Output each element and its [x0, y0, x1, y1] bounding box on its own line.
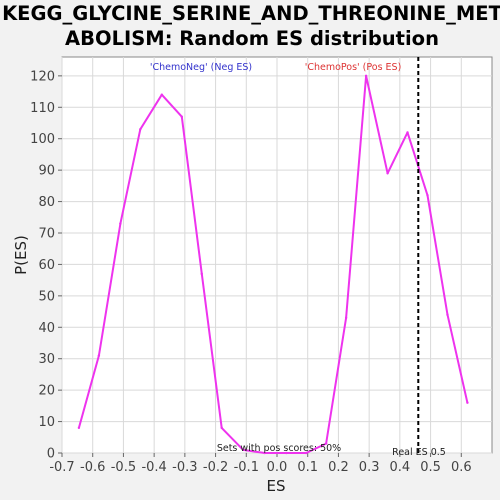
- es-data-point: [446, 313, 449, 316]
- es-distribution-line: [77, 74, 469, 454]
- x-tick-label: 0.3: [359, 460, 380, 475]
- y-tick-label: 10: [38, 415, 55, 430]
- x-tick-label: 0.1: [297, 460, 318, 475]
- es-data-point: [344, 316, 348, 320]
- x-tick-label: -0.5: [111, 460, 136, 475]
- x-tick-label: -0.4: [141, 460, 166, 475]
- es-data-point: [200, 272, 203, 276]
- y-tick-label: 20: [38, 384, 55, 399]
- es-data-point: [242, 448, 245, 452]
- es-data-point: [139, 128, 142, 131]
- y-axis-label: P(ES): [12, 235, 30, 275]
- x-tick-label: 0.0: [267, 460, 288, 475]
- y-tick-label: 120: [30, 69, 55, 84]
- y-tick-label: 100: [30, 132, 55, 147]
- es-data-point: [426, 194, 429, 197]
- y-tick-label: 50: [38, 289, 55, 304]
- x-tick-label: -0.7: [49, 460, 74, 475]
- x-tick-label: 0.2: [328, 460, 349, 475]
- es-data-point: [466, 401, 469, 404]
- chart-title-line-1: KEGG_GLYCINE_SERINE_AND_THREONINE_MET: [2, 2, 500, 25]
- es-data-point: [97, 354, 101, 357]
- es-data-point: [220, 426, 223, 430]
- es-data-point: [406, 131, 409, 134]
- x-tick-label: -0.2: [203, 460, 228, 475]
- es-data-point: [180, 115, 183, 118]
- y-axis-ticks: 0 10 20 30 40 50 60 70 80 90 100 110 120: [30, 69, 62, 462]
- x-axis-ticks: -0.7 -0.6 -0.5 -0.4 -0.3 -0.2 -0.1 0.0 0.1 0.2 0.3…: [49, 453, 472, 475]
- x-tick-label: 0.6: [451, 460, 472, 475]
- y-tick-label: 80: [38, 195, 55, 210]
- x-tick-label: 0.5: [420, 460, 441, 475]
- y-tick-label: 110: [30, 101, 55, 116]
- es-data-point: [304, 451, 308, 455]
- neg-es-label: 'ChemoNeg' (Neg ES): [150, 62, 252, 73]
- es-data-point: [77, 426, 81, 430]
- es-data-point: [364, 74, 368, 78]
- es-data-point: [386, 172, 389, 175]
- y-tick-label: 30: [38, 352, 55, 367]
- y-tick-label: 70: [38, 227, 55, 242]
- x-tick-label: -0.6: [80, 460, 105, 475]
- y-tick-label: 40: [38, 321, 55, 336]
- x-tick-label: 0.4: [390, 460, 411, 475]
- sets-pos-scores-label: Sets with pos scores: 50%: [217, 443, 341, 454]
- es-data-point: [263, 451, 266, 455]
- real-es-label: Real ES 0.5: [392, 447, 446, 458]
- y-tick-label: 60: [38, 258, 55, 273]
- series-group: [77, 74, 469, 455]
- y-tick-label: 90: [38, 164, 55, 179]
- grid-lines: [61, 57, 492, 454]
- es-data-point: [285, 451, 288, 455]
- pos-es-label: 'ChemoPos' (Pos ES): [305, 62, 402, 73]
- y-tick-label: 0: [47, 447, 55, 462]
- es-data-point: [324, 442, 328, 445]
- es-data-point: [119, 222, 122, 225]
- chart-title-line-2: ABOLISM: Random ES distribution: [65, 27, 439, 50]
- es-data-point: [160, 93, 164, 96]
- x-tick-label: -0.1: [234, 460, 259, 475]
- x-tick-label: -0.3: [172, 460, 197, 475]
- x-axis-label: ES: [267, 477, 286, 495]
